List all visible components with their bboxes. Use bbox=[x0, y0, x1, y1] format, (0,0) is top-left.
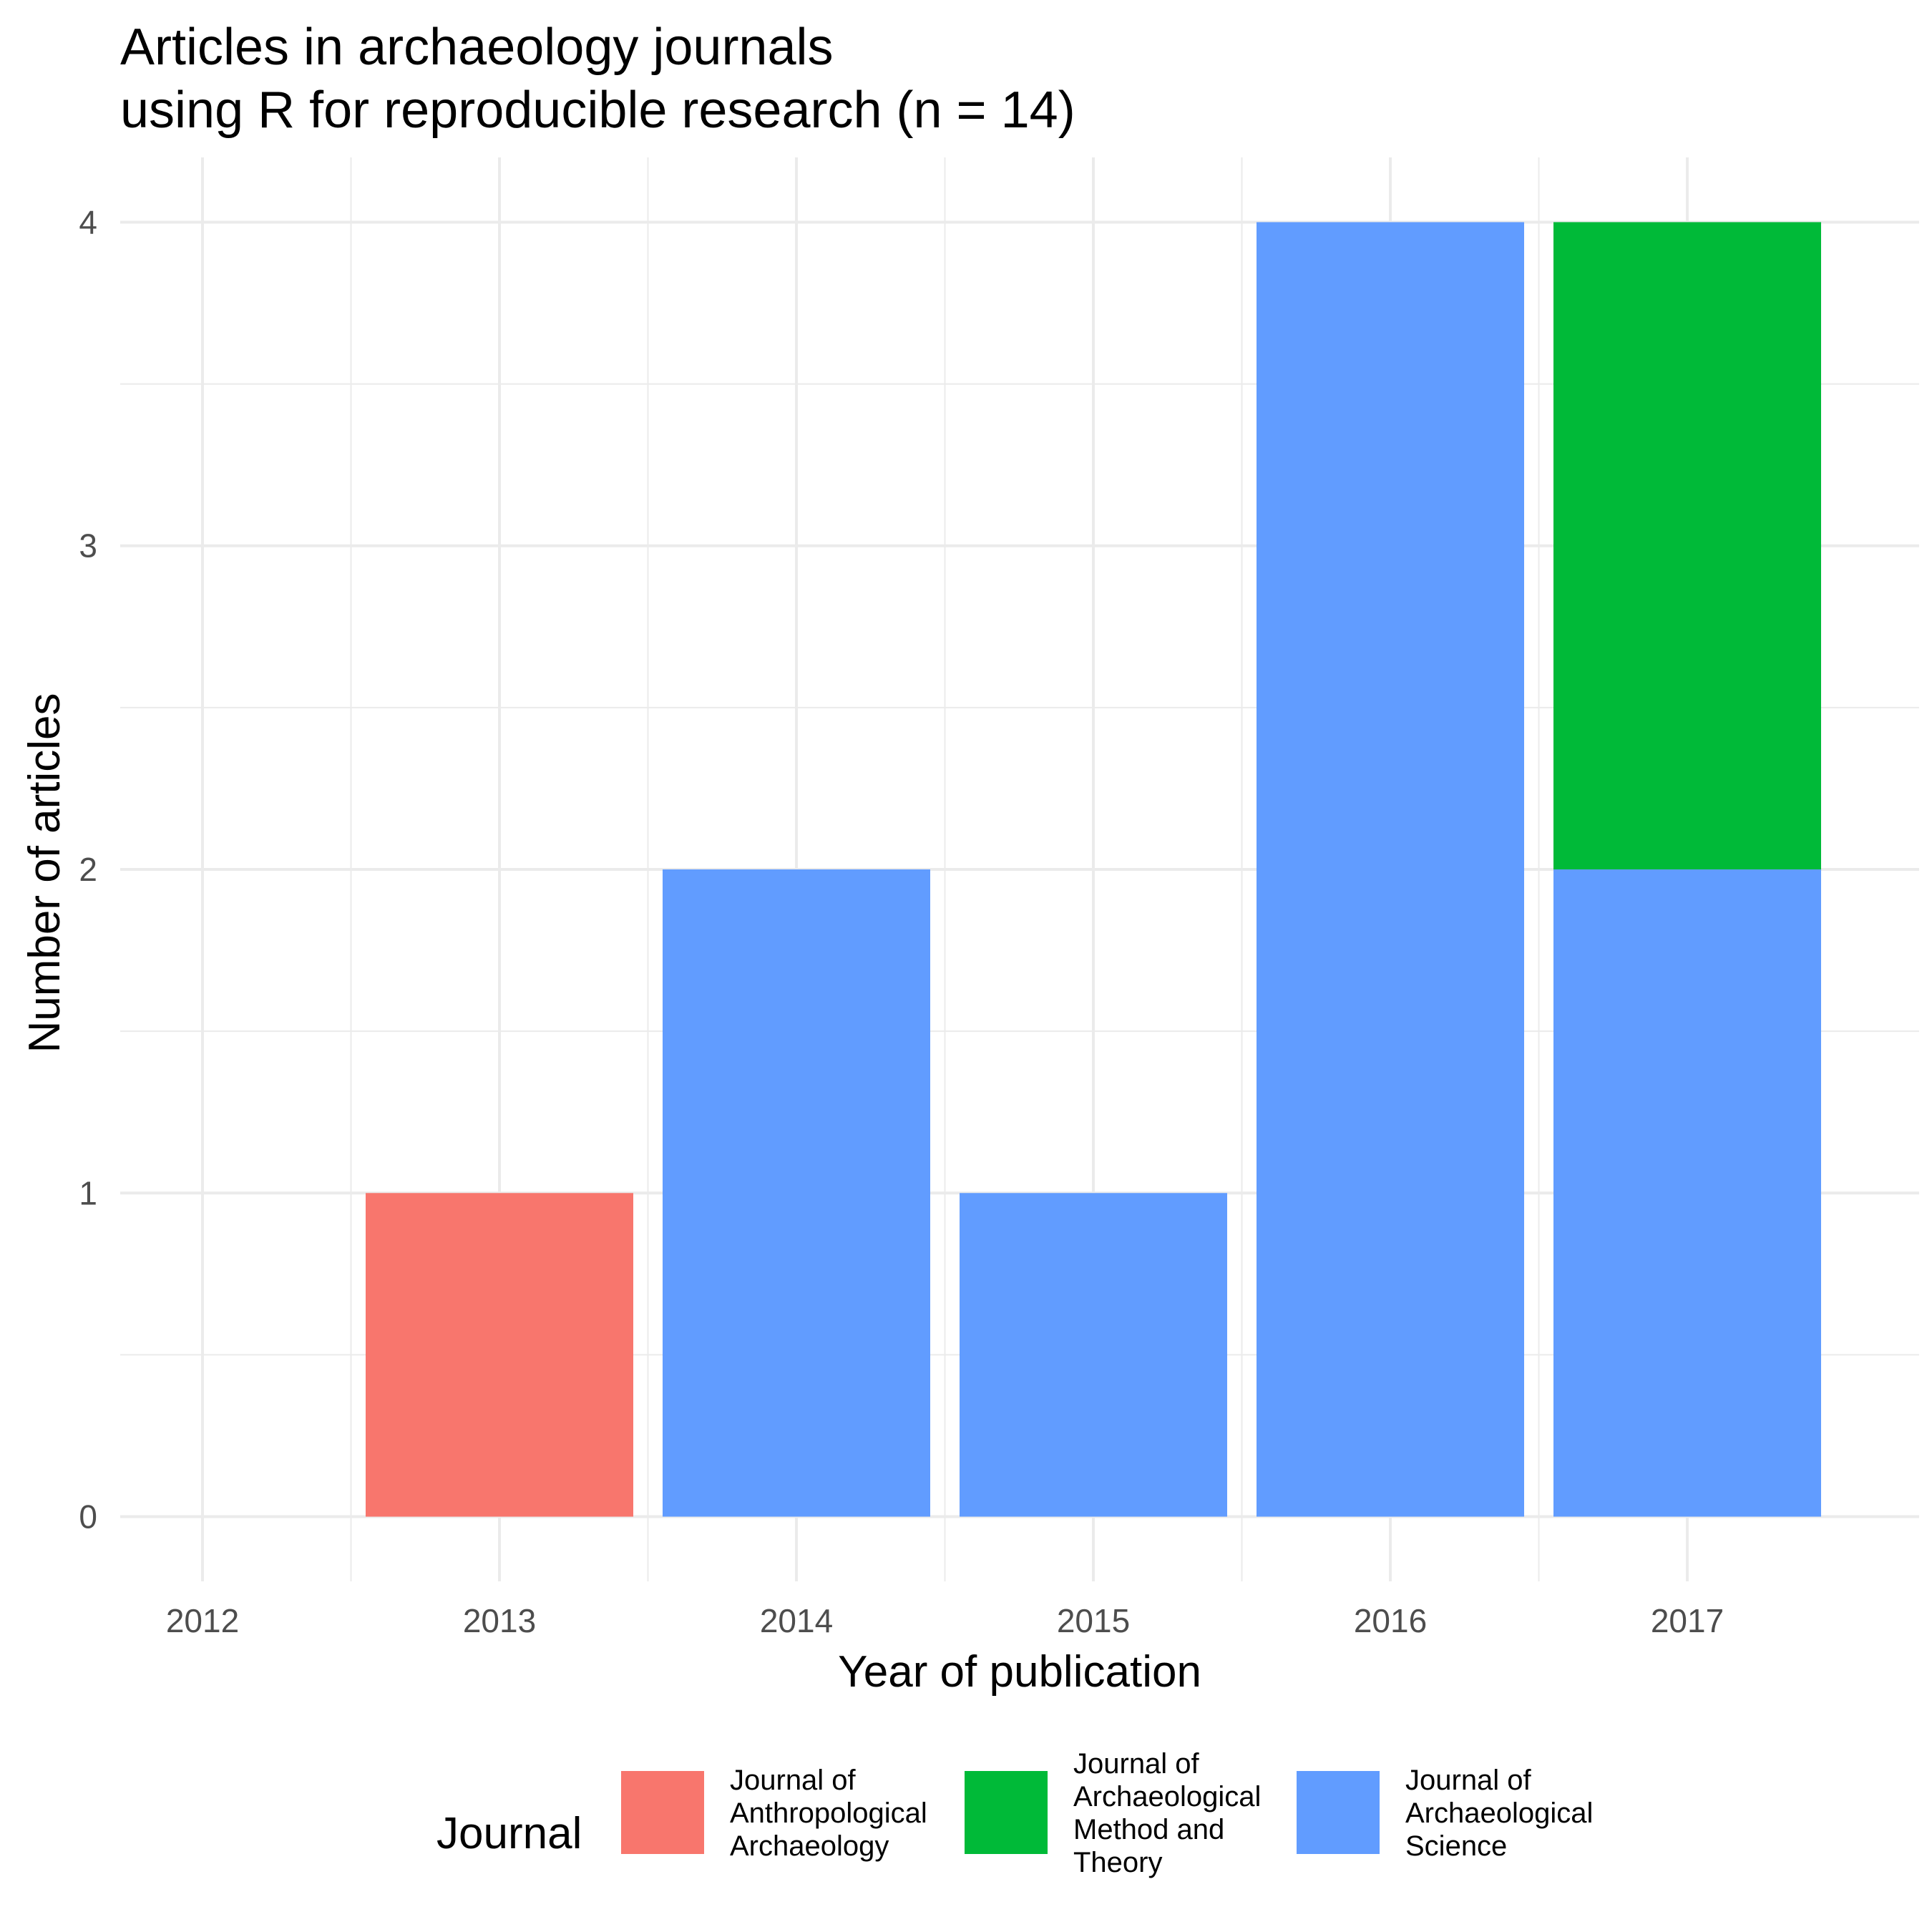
legend-label: Method and bbox=[1073, 1814, 1224, 1845]
y-axis-ticks: 0 1 2 3 4 bbox=[79, 203, 97, 1535]
bar-2015-series-0 bbox=[960, 1193, 1227, 1517]
legend-title: Journal bbox=[436, 1809, 582, 1858]
legend: Journal Journal ofAnthropologicalArchaeo… bbox=[436, 1748, 1593, 1878]
legend-label: Journal of bbox=[730, 1765, 857, 1796]
y-axis-title: Number of articles bbox=[20, 693, 69, 1053]
legend-label: Archaeological bbox=[1073, 1781, 1261, 1813]
bar-2014-series-0 bbox=[663, 869, 930, 1517]
x-tick-label: 2012 bbox=[166, 1602, 239, 1639]
y-tick-label: 1 bbox=[79, 1174, 97, 1211]
x-tick-label: 2014 bbox=[760, 1602, 833, 1639]
bar-2016-series-0 bbox=[1257, 222, 1524, 1517]
legend-key-1 bbox=[965, 1771, 1048, 1854]
legend-label: Theory bbox=[1073, 1847, 1163, 1878]
legend-label: Journal of bbox=[1073, 1748, 1200, 1780]
bars bbox=[366, 222, 1821, 1517]
chart-title-line-1: Articles in archaeology journals bbox=[120, 19, 834, 76]
x-axis-ticks: 2012 2013 2014 2015 2016 2017 bbox=[166, 1602, 1724, 1639]
y-tick-label: 2 bbox=[79, 851, 97, 888]
y-tick-label: 3 bbox=[79, 527, 97, 565]
bar-2013-series-1 bbox=[366, 1193, 633, 1517]
chart-title-line-2: using R for reproducible research (n = 1… bbox=[120, 82, 1075, 139]
legend-label: Journal of bbox=[1405, 1765, 1532, 1796]
bar-2017-series-0 bbox=[1553, 869, 1821, 1517]
legend-label: Archaeology bbox=[730, 1830, 889, 1862]
legend-label: Anthropological bbox=[730, 1797, 927, 1829]
x-axis-title: Year of publication bbox=[838, 1647, 1201, 1697]
legend-key-2 bbox=[1297, 1771, 1380, 1854]
legend-label: Archaeological bbox=[1405, 1797, 1593, 1829]
y-tick-label: 4 bbox=[79, 203, 97, 240]
bar-2017-series-2 bbox=[1553, 222, 1821, 869]
x-tick-label: 2013 bbox=[463, 1602, 536, 1639]
y-tick-label: 0 bbox=[79, 1498, 97, 1536]
legend-label: Science bbox=[1405, 1830, 1507, 1862]
x-tick-label: 2016 bbox=[1354, 1602, 1427, 1639]
x-tick-label: 2015 bbox=[1057, 1602, 1130, 1639]
legend-key-0 bbox=[621, 1771, 704, 1854]
x-tick-label: 2017 bbox=[1651, 1602, 1724, 1639]
